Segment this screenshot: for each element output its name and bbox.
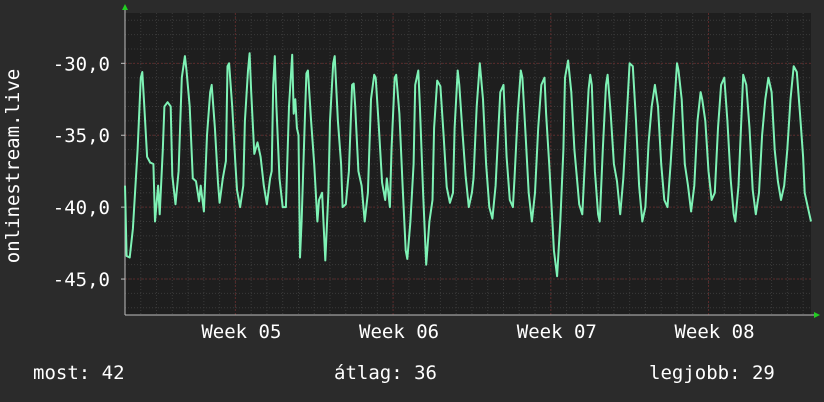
- axes: [121, 4, 820, 318]
- average-value: átlag: 36: [334, 362, 437, 384]
- y-axis-label: onlinestream.live: [2, 69, 24, 263]
- x-tick-label: Week 05: [201, 321, 281, 343]
- best-value: legjobb: 29: [649, 362, 775, 384]
- y-tick-labels: -30,0 -35,0 -40,0 -45,0: [53, 53, 110, 291]
- y-tick-label: -45,0: [53, 269, 110, 291]
- y-axis-arrow: [122, 4, 128, 10]
- x-axis-arrow: [814, 312, 820, 318]
- x-tick-label: Week 08: [674, 321, 754, 343]
- x-tick-label: Week 07: [517, 321, 597, 343]
- y-tick-label: -30,0: [53, 53, 110, 75]
- minor-grid: [124, 13, 811, 315]
- series-line: [124, 52, 812, 278]
- y-tick-label: -35,0: [53, 125, 110, 147]
- x-tick-label: Week 06: [359, 321, 439, 343]
- line-chart: -30,0-35,0-40,0-45,0 Week 05 Week 06 Week …: [2, 4, 820, 343]
- x-tick-labels: Week 05 Week 06 Week 07 Week 08: [201, 321, 754, 343]
- current-value: most: 42: [33, 362, 125, 384]
- y-tick-label: -40,0: [53, 197, 110, 219]
